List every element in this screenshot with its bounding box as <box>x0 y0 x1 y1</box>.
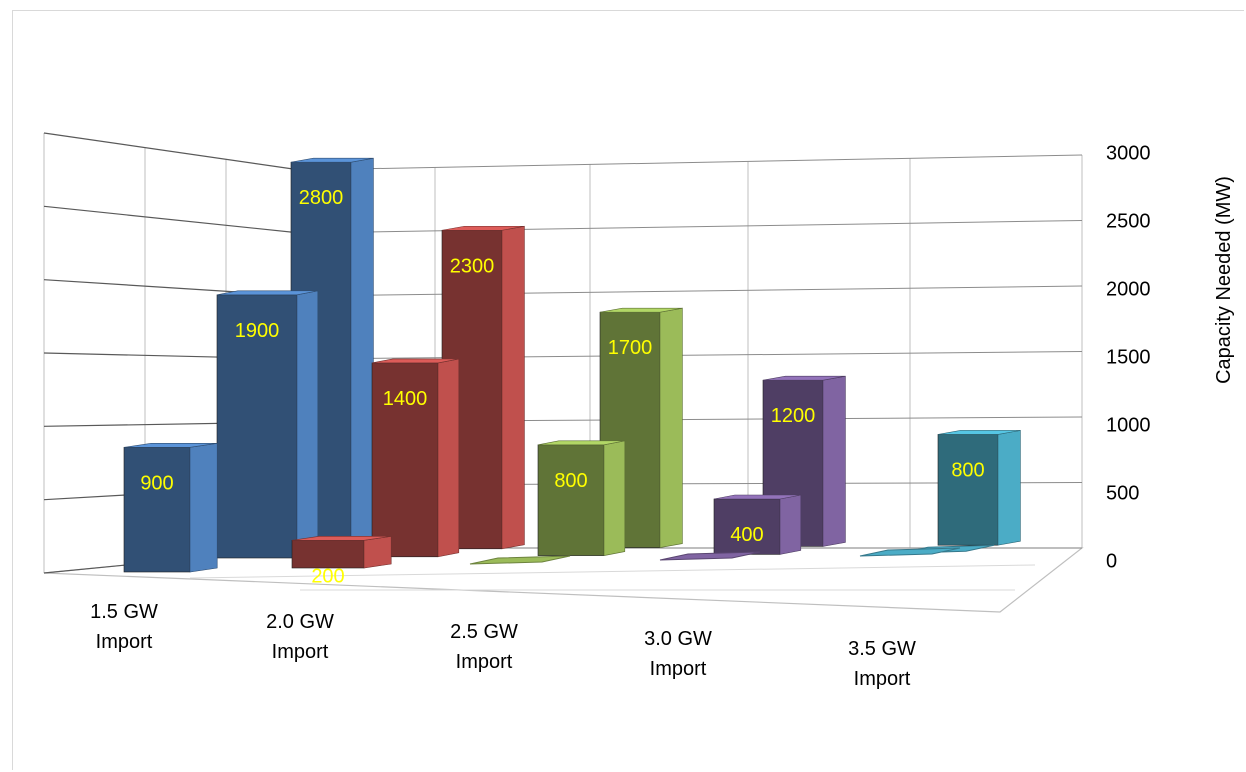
bar-side <box>363 535 392 569</box>
bar <box>537 444 605 556</box>
x-category-label: 2.0 GW <box>266 611 334 633</box>
y-axis-ticks: 0 500 1000 1500 2000 2500 3000 <box>1106 142 1151 572</box>
bar-top <box>216 290 318 296</box>
left-wall-gridline <box>43 205 301 234</box>
back-wall-gridline <box>299 285 1083 297</box>
bar-top <box>291 535 392 541</box>
data-label: 1400 <box>383 388 428 410</box>
bar-side <box>189 443 218 573</box>
bar-side <box>501 225 525 550</box>
bar-zero <box>469 555 571 565</box>
x-category-label: Import <box>650 658 707 680</box>
bar-side <box>659 307 683 548</box>
y-tick-label: 500 <box>1106 482 1139 504</box>
bar-top <box>441 225 525 231</box>
y-tick-label: 3000 <box>1106 142 1151 164</box>
bar-top <box>599 307 683 313</box>
bar-top <box>371 358 459 364</box>
data-label: 2800 <box>299 187 344 209</box>
data-label: 200 <box>311 565 344 587</box>
y-axis-title: Capacity Needed (MW) <box>1213 176 1235 384</box>
bar-side <box>822 375 846 547</box>
x-category-label: 1.5 GW <box>90 601 158 623</box>
left-wall-gridline <box>43 132 301 171</box>
data-labels: 2800 2300 1700 1200 800 1900 1400 800 400 900 200 <box>140 187 984 587</box>
x-category-label: Import <box>854 668 911 690</box>
bar-zero <box>859 547 961 557</box>
x-category-label: 2.5 GW <box>450 621 518 643</box>
bar-top <box>537 440 625 446</box>
x-axis-categories: 1.5 GW Import 2.0 GW Import 2.5 GW Import 3.0 … <box>90 601 916 690</box>
data-label: 800 <box>554 470 587 492</box>
bar <box>599 311 661 548</box>
data-label: 1700 <box>608 337 653 359</box>
x-category-label: Import <box>272 641 329 663</box>
bar-side <box>296 290 319 559</box>
data-label: 2300 <box>450 255 495 277</box>
bar-side <box>350 157 374 551</box>
data-label: 1900 <box>235 320 280 342</box>
data-label: 900 <box>140 472 173 494</box>
y-tick-label: 2500 <box>1106 210 1151 232</box>
data-label: 400 <box>730 524 763 546</box>
bar-top <box>937 430 1021 435</box>
back-wall-gridline <box>299 220 1083 234</box>
bar-side <box>437 358 460 558</box>
bar <box>371 362 439 558</box>
bar-series <box>123 157 1021 573</box>
bar <box>937 434 999 546</box>
bar <box>123 447 191 573</box>
bar-top <box>123 443 218 448</box>
back-wall-gridline <box>299 351 1083 360</box>
bar-side <box>997 430 1021 546</box>
x-category-label: 3.5 GW <box>848 638 916 660</box>
bar-top <box>290 157 374 163</box>
bar-top <box>713 494 801 500</box>
data-label: 1200 <box>771 405 816 427</box>
chart-area-border <box>12 10 1244 770</box>
data-label: 800 <box>951 459 984 481</box>
y-tick-label: 0 <box>1106 550 1117 572</box>
back-wall-gridline <box>299 154 1083 171</box>
bar-side <box>603 440 626 556</box>
y-tick-label: 2000 <box>1106 278 1151 300</box>
bar <box>713 498 781 555</box>
y-tick-label: 1000 <box>1106 414 1151 436</box>
x-category-label: 3.0 GW <box>644 628 712 650</box>
y-tick-label: 1500 <box>1106 346 1151 368</box>
x-category-label: Import <box>96 631 153 653</box>
bar <box>291 539 365 569</box>
bar-zero <box>659 551 761 561</box>
bar <box>216 294 298 559</box>
floor-gridline <box>189 564 1036 579</box>
x-category-label: Import <box>456 651 513 673</box>
bar-side <box>779 494 802 555</box>
bar-top <box>762 375 846 381</box>
